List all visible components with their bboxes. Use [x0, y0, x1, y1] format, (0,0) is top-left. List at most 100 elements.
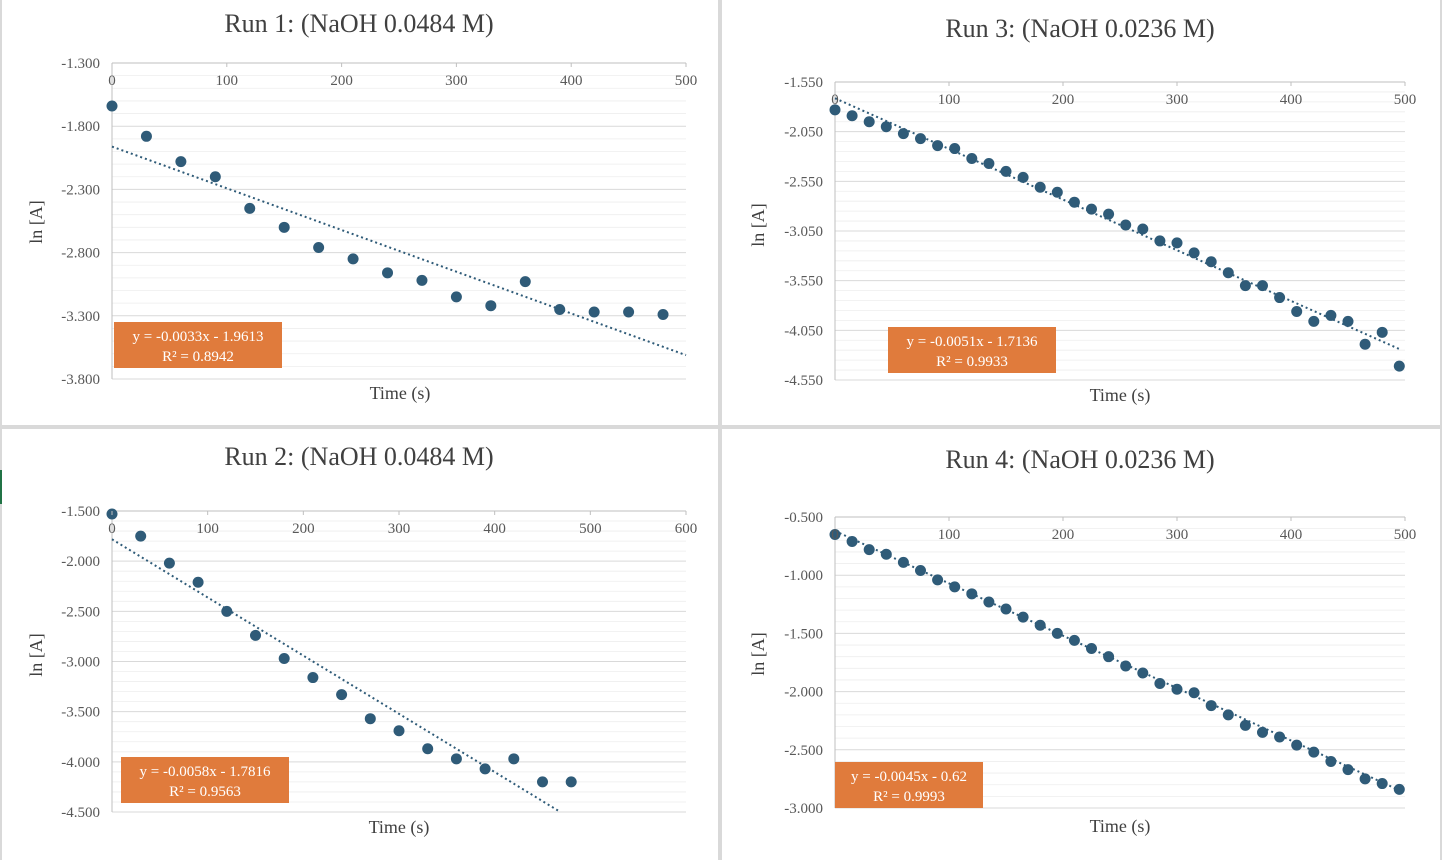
data-point[interactable] [1086, 643, 1097, 655]
data-point[interactable] [1120, 219, 1132, 231]
data-point[interactable] [1051, 186, 1063, 198]
data-point[interactable] [508, 753, 520, 765]
data-point[interactable] [519, 276, 531, 288]
data-point[interactable] [485, 300, 497, 312]
data-point[interactable] [1068, 634, 1080, 646]
data-point[interactable] [1376, 778, 1388, 790]
data-point[interactable] [565, 776, 577, 788]
data-point[interactable] [846, 535, 858, 547]
data-point[interactable] [880, 121, 892, 133]
data-point[interactable] [135, 530, 147, 542]
chart-panel-run-2[interactable]: Run 2: (NaOH 0.0484 M) 0 100 200 300 400 500 6… [2, 429, 718, 860]
data-point[interactable] [1222, 267, 1234, 279]
data-point[interactable] [966, 588, 978, 600]
equation-box[interactable] [835, 762, 983, 808]
data-point[interactable] [244, 202, 256, 214]
data-point[interactable] [163, 557, 175, 569]
data-point[interactable] [1051, 627, 1063, 639]
data-point[interactable] [106, 100, 118, 112]
data-point[interactable] [588, 306, 600, 318]
data-point[interactable] [221, 605, 233, 617]
data-point[interactable] [1257, 726, 1268, 738]
data-point[interactable] [1308, 746, 1320, 758]
data-point[interactable] [479, 763, 491, 775]
equation-box[interactable] [888, 327, 1056, 373]
data-point[interactable] [393, 725, 405, 737]
data-point[interactable] [915, 133, 926, 145]
data-point[interactable] [1103, 208, 1115, 220]
data-point[interactable] [863, 544, 875, 556]
data-point[interactable] [1325, 309, 1337, 321]
data-point[interactable] [1171, 237, 1183, 249]
data-point[interactable] [1274, 292, 1286, 304]
data-point[interactable] [1034, 181, 1046, 193]
data-point[interactable] [1086, 203, 1097, 215]
data-point[interactable] [175, 156, 187, 168]
data-point[interactable] [657, 309, 669, 321]
data-point[interactable] [1239, 719, 1251, 731]
data-point[interactable] [1000, 603, 1012, 615]
data-point[interactable] [915, 565, 926, 577]
data-point[interactable] [1188, 247, 1200, 259]
data-point[interactable] [1205, 256, 1217, 268]
data-point[interactable] [623, 306, 635, 318]
data-point[interactable] [1222, 709, 1234, 721]
data-point[interactable] [1291, 739, 1303, 751]
data-point[interactable] [422, 743, 434, 755]
data-point[interactable] [450, 291, 462, 303]
data-point[interactable] [1325, 755, 1337, 767]
data-point[interactable] [863, 116, 875, 128]
data-point[interactable] [1393, 360, 1405, 372]
data-point[interactable] [1393, 783, 1405, 795]
data-point[interactable] [1205, 700, 1217, 712]
data-point[interactable] [278, 652, 290, 664]
data-point[interactable] [554, 303, 566, 315]
data-point[interactable] [347, 253, 359, 265]
data-point[interactable] [880, 548, 892, 560]
data-point[interactable] [1120, 660, 1132, 672]
data-point[interactable] [1017, 171, 1029, 183]
data-point[interactable] [1034, 619, 1046, 631]
data-point[interactable] [1017, 611, 1029, 623]
data-point[interactable] [1342, 315, 1354, 327]
data-point[interactable] [209, 171, 221, 183]
data-point[interactable] [829, 528, 841, 540]
data-point[interactable] [949, 143, 961, 155]
data-point[interactable] [983, 157, 995, 169]
data-point[interactable] [537, 776, 548, 788]
data-point[interactable] [1291, 305, 1303, 317]
data-point[interactable] [1137, 667, 1149, 679]
data-point[interactable] [1376, 326, 1388, 338]
data-point[interactable] [897, 128, 909, 140]
data-point[interactable] [1359, 338, 1371, 350]
data-point[interactable] [382, 267, 394, 279]
data-point[interactable] [1359, 773, 1371, 785]
data-point[interactable] [1308, 315, 1320, 327]
data-point[interactable] [1137, 223, 1149, 235]
data-point[interactable] [140, 130, 152, 142]
data-point[interactable] [192, 576, 204, 588]
data-point[interactable] [1154, 677, 1166, 689]
data-point[interactable] [897, 556, 909, 568]
data-point[interactable] [307, 672, 319, 684]
data-point[interactable] [932, 140, 944, 152]
data-point[interactable] [1154, 235, 1166, 247]
data-point[interactable] [1342, 764, 1354, 776]
data-point[interactable] [1239, 280, 1251, 292]
data-point[interactable] [1171, 683, 1183, 695]
data-point[interactable] [416, 274, 428, 286]
data-point[interactable] [949, 581, 961, 593]
data-point[interactable] [932, 574, 944, 586]
data-point[interactable] [278, 221, 290, 233]
data-point[interactable] [250, 629, 261, 641]
data-point[interactable] [1274, 731, 1286, 743]
data-point[interactable] [1103, 651, 1115, 663]
data-point[interactable] [1257, 280, 1268, 292]
data-point[interactable] [1068, 196, 1080, 208]
data-point[interactable] [829, 104, 841, 116]
chart-panel-run-3[interactable]: Run 3: (NaOH 0.0236 M) 0 100 200 300 400 500 … [722, 0, 1440, 425]
data-point[interactable] [1188, 687, 1200, 699]
data-point[interactable] [336, 689, 348, 701]
data-point[interactable] [450, 753, 462, 765]
chart-panel-run-4[interactable]: Run 4: (NaOH 0.0236 M) 0 100 200 300 400 500 … [722, 429, 1440, 860]
